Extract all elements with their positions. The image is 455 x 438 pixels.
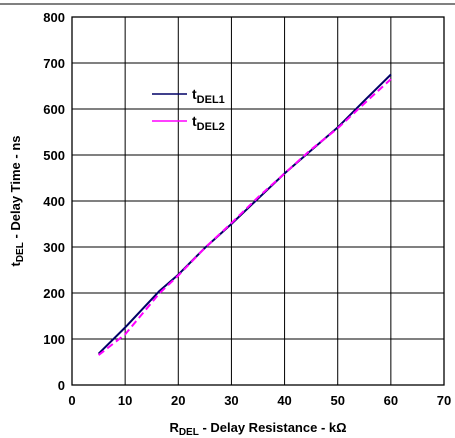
y-tick-label: 600 <box>43 102 65 117</box>
x-axis-title: RDEL - Delay Resistance - kΩ <box>169 420 346 438</box>
y-tick-label: 800 <box>43 10 65 25</box>
legend-label-del1-sub: DEL1 <box>197 94 225 106</box>
x-tick-label: 40 <box>277 393 291 408</box>
plot-frame <box>71 16 445 386</box>
series-line-del2 <box>97 78 392 356</box>
y-tick-label: 100 <box>43 332 65 347</box>
grid <box>72 17 444 385</box>
x-tick-label: 0 <box>68 393 75 408</box>
legend-label-del1-prefix: t <box>192 86 197 102</box>
y-tick-label: 0 <box>58 378 65 393</box>
y-tick-label: 500 <box>43 148 65 163</box>
x-tick-label: 50 <box>330 393 344 408</box>
x-tick-label: 20 <box>171 393 185 408</box>
legend-label-del2-prefix: t <box>192 113 197 129</box>
y-tick-label: 300 <box>43 240 65 255</box>
y-tick-label: 200 <box>43 286 65 301</box>
y-axis-title: tDEL - Delay Time - ns <box>8 135 26 266</box>
legend: tDEL1 tDEL2 <box>152 86 225 133</box>
y-axis-title-rest: - Delay Time - ns <box>8 135 23 242</box>
legend-label-del2-sub: DEL2 <box>197 121 225 133</box>
series-line-del1 <box>97 73 392 355</box>
x-axis-title-rest: - Delay Resistance - kΩ <box>199 420 347 435</box>
x-axis-title-sub: DEL <box>179 427 199 438</box>
y-axis-title-main: t <box>8 262 23 267</box>
series-lines <box>97 73 392 356</box>
x-tick-label: 30 <box>224 393 238 408</box>
y-axis-title-sub: DEL <box>15 242 26 262</box>
legend-label-del1: tDEL1 <box>192 86 225 106</box>
x-tick-label: 10 <box>118 393 132 408</box>
x-tick-label: 70 <box>437 393 451 408</box>
x-axis-title-main: R <box>169 420 179 435</box>
x-tick-label: 60 <box>384 393 398 408</box>
legend-label-del2: tDEL2 <box>192 113 225 133</box>
y-tick-label: 400 <box>43 194 65 209</box>
y-tick-label: 700 <box>43 56 65 71</box>
